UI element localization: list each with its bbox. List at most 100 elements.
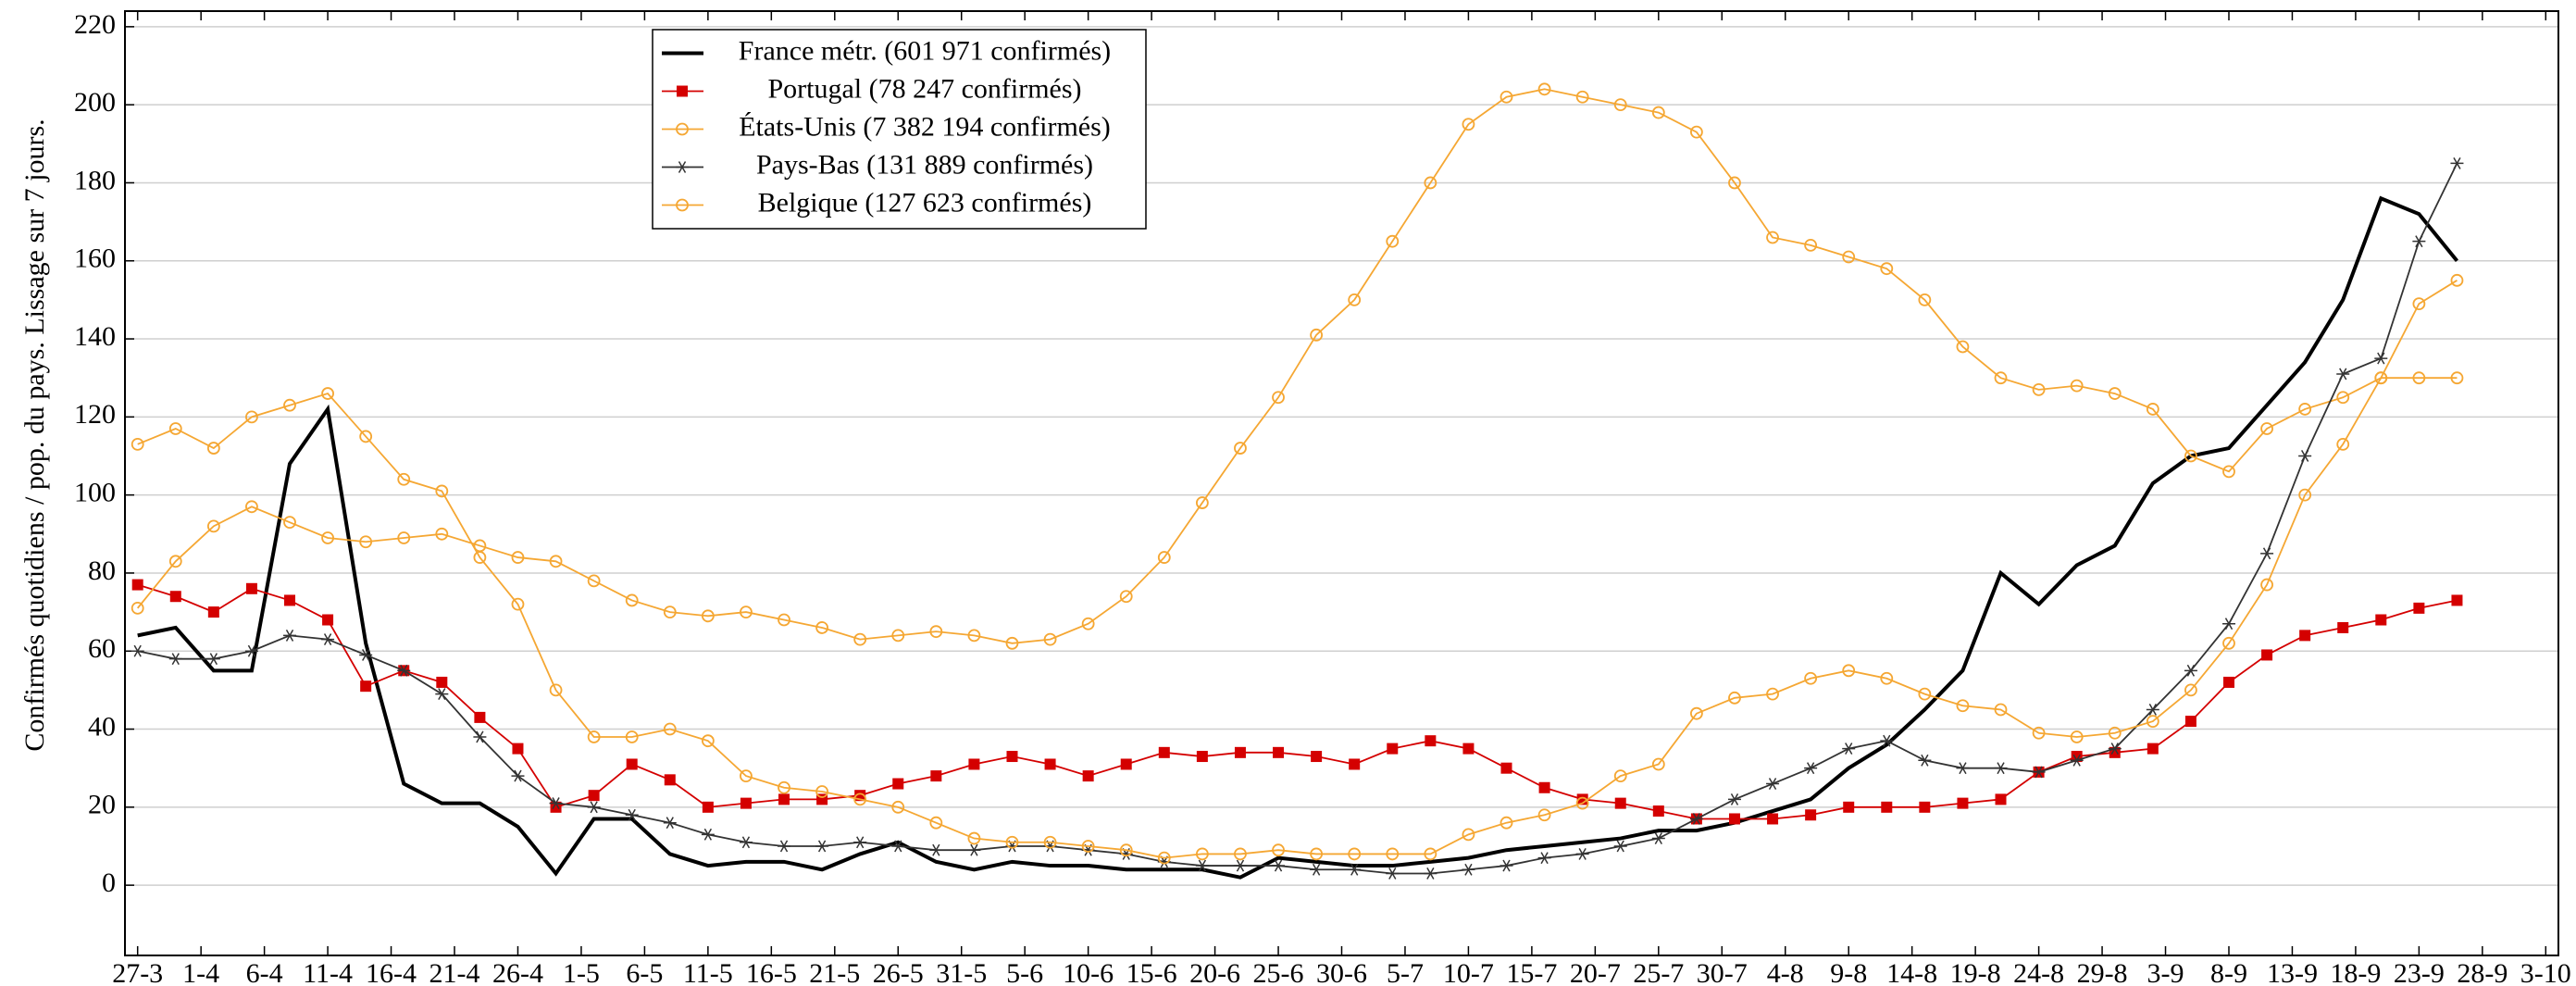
marker-star (2108, 743, 2122, 755)
marker-circle (473, 551, 487, 564)
marker-circle (1651, 757, 1665, 771)
marker-circle (1500, 816, 1513, 830)
marker-circle (245, 500, 258, 514)
marker-square (1044, 758, 1056, 770)
marker-square (1462, 743, 1475, 755)
marker-circle (778, 613, 790, 627)
marker-star (739, 836, 753, 849)
marker-circle (1043, 632, 1057, 646)
marker-circle (1804, 671, 1818, 685)
y-tick-label: 140 (74, 321, 116, 352)
marker-star (891, 840, 905, 853)
marker-star (1956, 762, 1970, 775)
marker-circle (435, 527, 449, 541)
marker-star (929, 843, 943, 856)
marker-circle (2260, 578, 2273, 592)
marker-star (1842, 743, 1856, 755)
marker-circle (1842, 250, 1856, 264)
marker-circle (1081, 840, 1095, 853)
marker-square (1006, 751, 1018, 763)
marker-star (1272, 859, 1286, 872)
marker-circle (891, 629, 905, 643)
x-tick-label: 16-5 (746, 958, 797, 986)
marker-star (131, 644, 144, 657)
marker-square (2375, 614, 2387, 626)
marker-star (321, 633, 335, 646)
marker-square (322, 614, 334, 626)
marker-square (1919, 801, 1931, 813)
marker-square (1387, 743, 1399, 755)
marker-circle (2336, 391, 2350, 405)
marker-square (740, 797, 752, 809)
marker-square (1082, 770, 1094, 782)
marker-square (1273, 746, 1285, 758)
marker-circle (1234, 442, 1247, 455)
marker-circle (1424, 847, 1437, 861)
marker-circle (625, 593, 639, 607)
y-tick-label: 180 (74, 165, 116, 195)
x-tick-label: 5-7 (1387, 958, 1424, 986)
legend-label: Portugal (78 247 confirmés) (767, 73, 1081, 104)
marker-star (2374, 352, 2388, 365)
marker-circle (1348, 847, 1362, 861)
marker-circle (1994, 703, 2008, 717)
marker-star (2070, 754, 2084, 767)
marker-circle (1272, 391, 1285, 405)
marker-circle (2146, 715, 2159, 729)
x-tick-label: 9-8 (1830, 958, 1867, 986)
marker-circle (778, 780, 790, 794)
marker-circle (2070, 379, 2084, 393)
legend-label: États-Unis (7 382 194 confirmés) (739, 111, 1111, 142)
x-tick-label: 27-3 (112, 958, 163, 986)
marker-circle (853, 793, 867, 806)
marker-circle (1613, 98, 1627, 112)
marker-square (1425, 735, 1437, 747)
marker-circle (283, 516, 296, 530)
marker-circle (321, 387, 334, 400)
marker-circle (131, 601, 144, 615)
marker-star (2336, 368, 2350, 381)
x-tick-label: 24-8 (2013, 958, 2064, 986)
marker-circle (2298, 488, 2312, 502)
x-tick-label: 30-6 (1316, 958, 1367, 986)
x-tick-label: 5-6 (1006, 958, 1043, 986)
marker-star (1233, 859, 1247, 872)
y-tick-label: 200 (74, 87, 116, 118)
marker-circle (245, 410, 258, 424)
marker-circle (1005, 835, 1019, 849)
x-tick-label: 21-5 (809, 958, 860, 986)
marker-star (1500, 859, 1513, 872)
marker-circle (587, 730, 601, 743)
marker-square (2184, 716, 2196, 728)
marker-star (168, 653, 182, 666)
x-tick-label: 16-4 (366, 958, 417, 986)
y-tick-label: 20 (88, 790, 116, 820)
marker-star (2298, 450, 2312, 462)
marker-square (1728, 813, 1740, 825)
marker-star (2032, 766, 2046, 779)
marker-circle (1613, 769, 1627, 783)
marker-square (1652, 805, 1664, 818)
marker-square (550, 801, 562, 813)
marker-square (1614, 797, 1626, 809)
marker-circle (1956, 699, 1970, 713)
marker-circle (815, 785, 828, 798)
y-tick-label: 0 (102, 867, 116, 898)
marker-square (474, 711, 486, 723)
marker-circle (1157, 551, 1171, 564)
marker-square (664, 774, 676, 786)
marker-star (2221, 618, 2235, 630)
plot-frame (124, 10, 2559, 956)
x-tick-label: 25-6 (1253, 958, 1304, 986)
marker-circle (625, 730, 639, 743)
marker-star (701, 828, 715, 841)
marker-square (169, 591, 181, 603)
marker-circle (1918, 687, 1932, 701)
y-tick-label: 100 (74, 478, 116, 508)
marker-star (967, 843, 981, 856)
y-tick-label: 160 (74, 243, 116, 274)
marker-circle (1081, 617, 1095, 630)
marker-star (1689, 813, 1703, 825)
marker-circle (168, 422, 182, 435)
marker-circle (511, 597, 525, 611)
